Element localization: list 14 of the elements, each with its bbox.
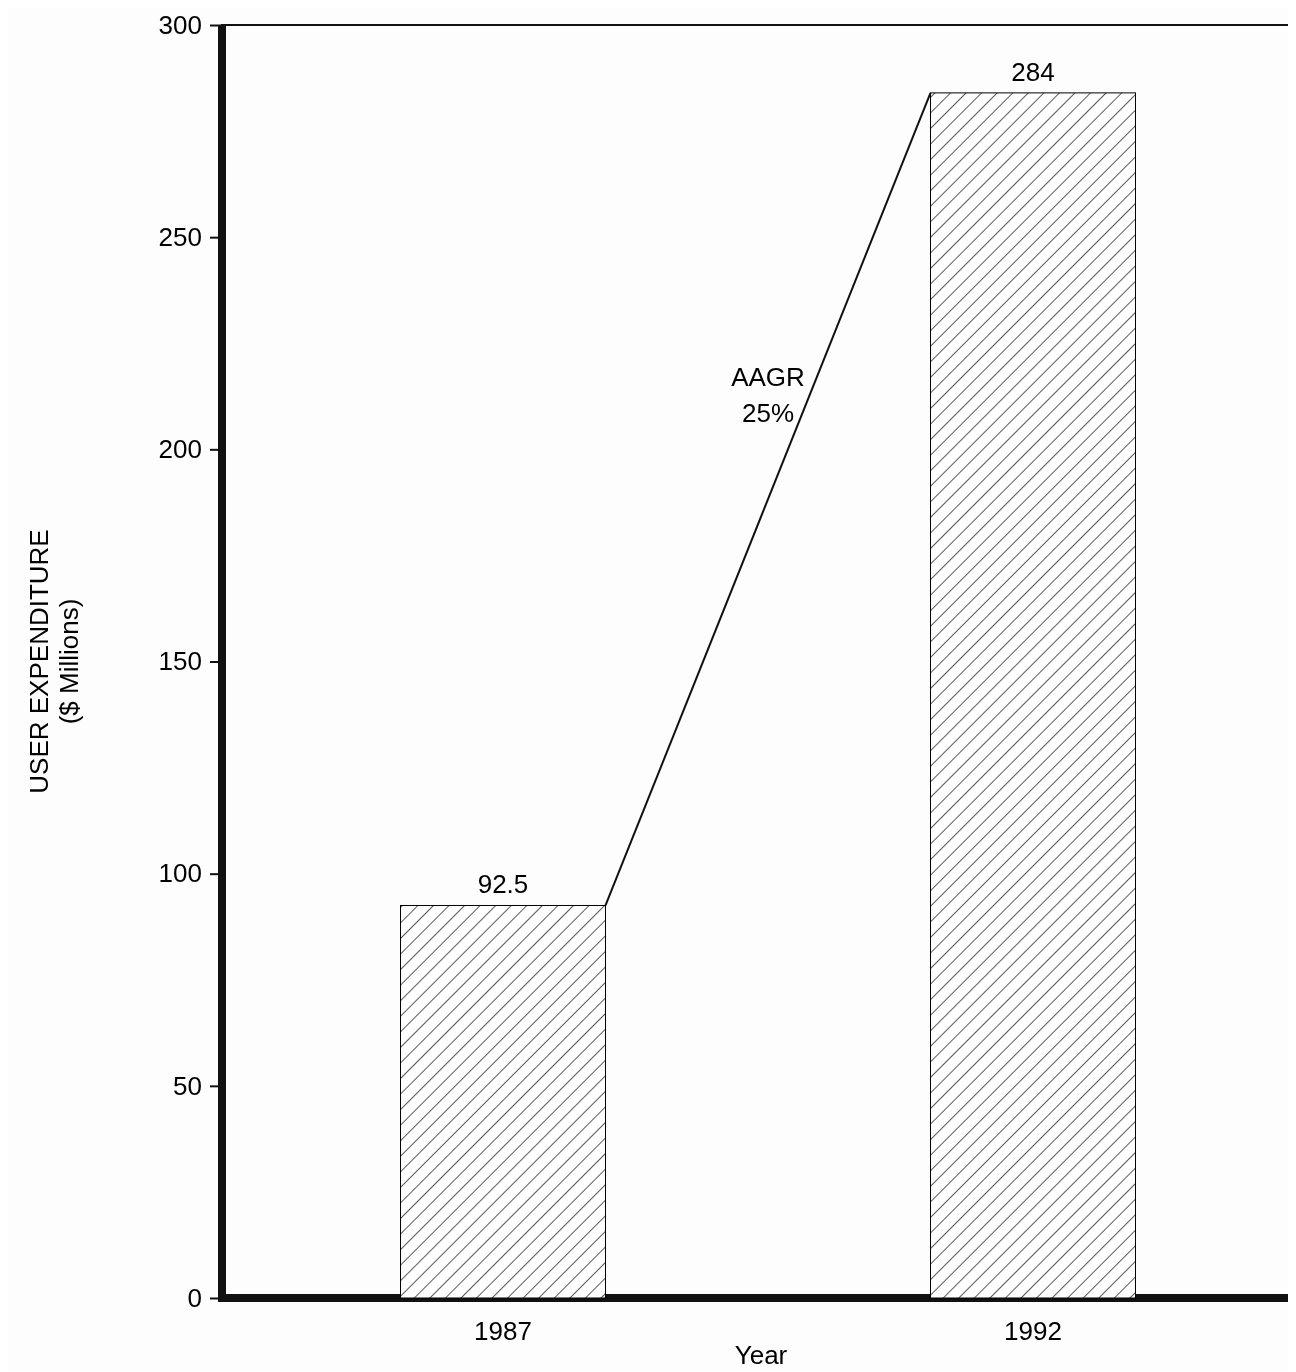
y-tick-label: 100 xyxy=(158,858,202,889)
y-axis-title: USER EXPENDITURE ($ Millions) xyxy=(24,529,84,794)
y-tick-label: 300 xyxy=(158,9,202,40)
x-axis-title: Year xyxy=(734,1340,788,1370)
x-tick-label: 1992 xyxy=(1004,1316,1062,1346)
y-tick-label: 150 xyxy=(158,646,202,677)
y-tick-label: 0 xyxy=(187,1282,202,1313)
x-tick-label: 1987 xyxy=(474,1316,532,1346)
annotation: AAGR 25% xyxy=(731,361,805,428)
y-tick-label: 250 xyxy=(158,221,202,252)
data-label: 92.5 xyxy=(477,869,529,900)
y-tick-label: 50 xyxy=(173,1070,202,1101)
y-tick-label: 200 xyxy=(158,434,202,465)
data-label: 284 xyxy=(1011,56,1055,87)
